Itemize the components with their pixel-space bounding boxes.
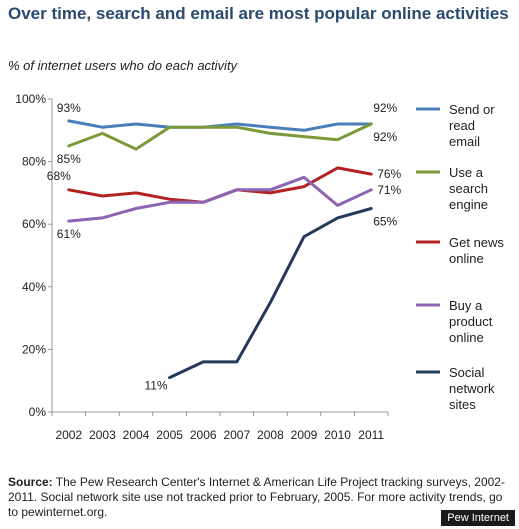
legend-label: Buy a <box>449 298 483 313</box>
y-tick-label: 0% <box>29 405 47 419</box>
legend-label: online <box>449 251 484 266</box>
series-line-5 <box>168 207 373 380</box>
y-tick-label: 40% <box>22 280 46 294</box>
data-label: 93% <box>57 101 81 115</box>
data-label: 65% <box>373 215 397 229</box>
source-note: Source: The Pew Research Center's Intern… <box>8 475 513 520</box>
data-label: 76% <box>377 167 401 181</box>
legend-label: sites <box>449 397 476 412</box>
legend-label: Social <box>449 365 485 380</box>
x-tick-label: 2002 <box>55 428 82 442</box>
legend-label: product <box>449 314 493 329</box>
x-tick-label: 2008 <box>257 428 284 442</box>
legend-label: engine <box>449 197 488 212</box>
x-tick-label: 2009 <box>291 428 318 442</box>
data-label: 92% <box>373 101 397 115</box>
source-label: Source: <box>8 475 53 489</box>
data-label: 11% <box>144 379 167 393</box>
y-tick-label: 60% <box>22 217 46 231</box>
x-tick-label: 2007 <box>223 428 250 442</box>
series-line-4 <box>67 175 373 223</box>
x-tick-label: 2003 <box>89 428 116 442</box>
x-tick-label: 2005 <box>156 428 183 442</box>
pew-internet-badge: Pew Internet <box>441 510 515 526</box>
series-line-2 <box>67 122 373 151</box>
series-line-1 <box>67 119 373 132</box>
chart-title: Over time, search and email are most pop… <box>8 4 509 23</box>
legend-label: search <box>449 181 488 196</box>
legend-label: Send or <box>449 102 495 117</box>
legend-label: read <box>449 118 475 133</box>
legend-label: email <box>449 134 480 149</box>
data-label: 85% <box>57 152 81 166</box>
y-tick-label: 20% <box>22 342 46 356</box>
y-tick-label: 100% <box>15 92 46 106</box>
legend-label: Get news <box>449 235 504 250</box>
y-tick-label: 80% <box>22 155 46 169</box>
chart-subtitle: % of internet users who do each activity <box>8 58 238 73</box>
data-label: 61% <box>57 227 81 241</box>
x-tick-label: 2006 <box>190 428 217 442</box>
legend-label: online <box>449 330 484 345</box>
data-label: 68% <box>47 169 71 183</box>
legend-label: network <box>449 381 495 396</box>
x-tick-label: 2010 <box>324 428 351 442</box>
source-text: The Pew Research Center's Internet & Ame… <box>8 475 505 519</box>
data-label: 71% <box>377 183 401 197</box>
legend-label: Use a <box>449 165 484 180</box>
data-label: 92% <box>373 130 397 144</box>
x-tick-label: 2011 <box>358 428 384 442</box>
x-tick-label: 2004 <box>123 428 150 442</box>
line-chart: 0% 20% 40% 60% 80% 100% 2002 2003 2004 2005 2006 20… <box>15 92 504 442</box>
